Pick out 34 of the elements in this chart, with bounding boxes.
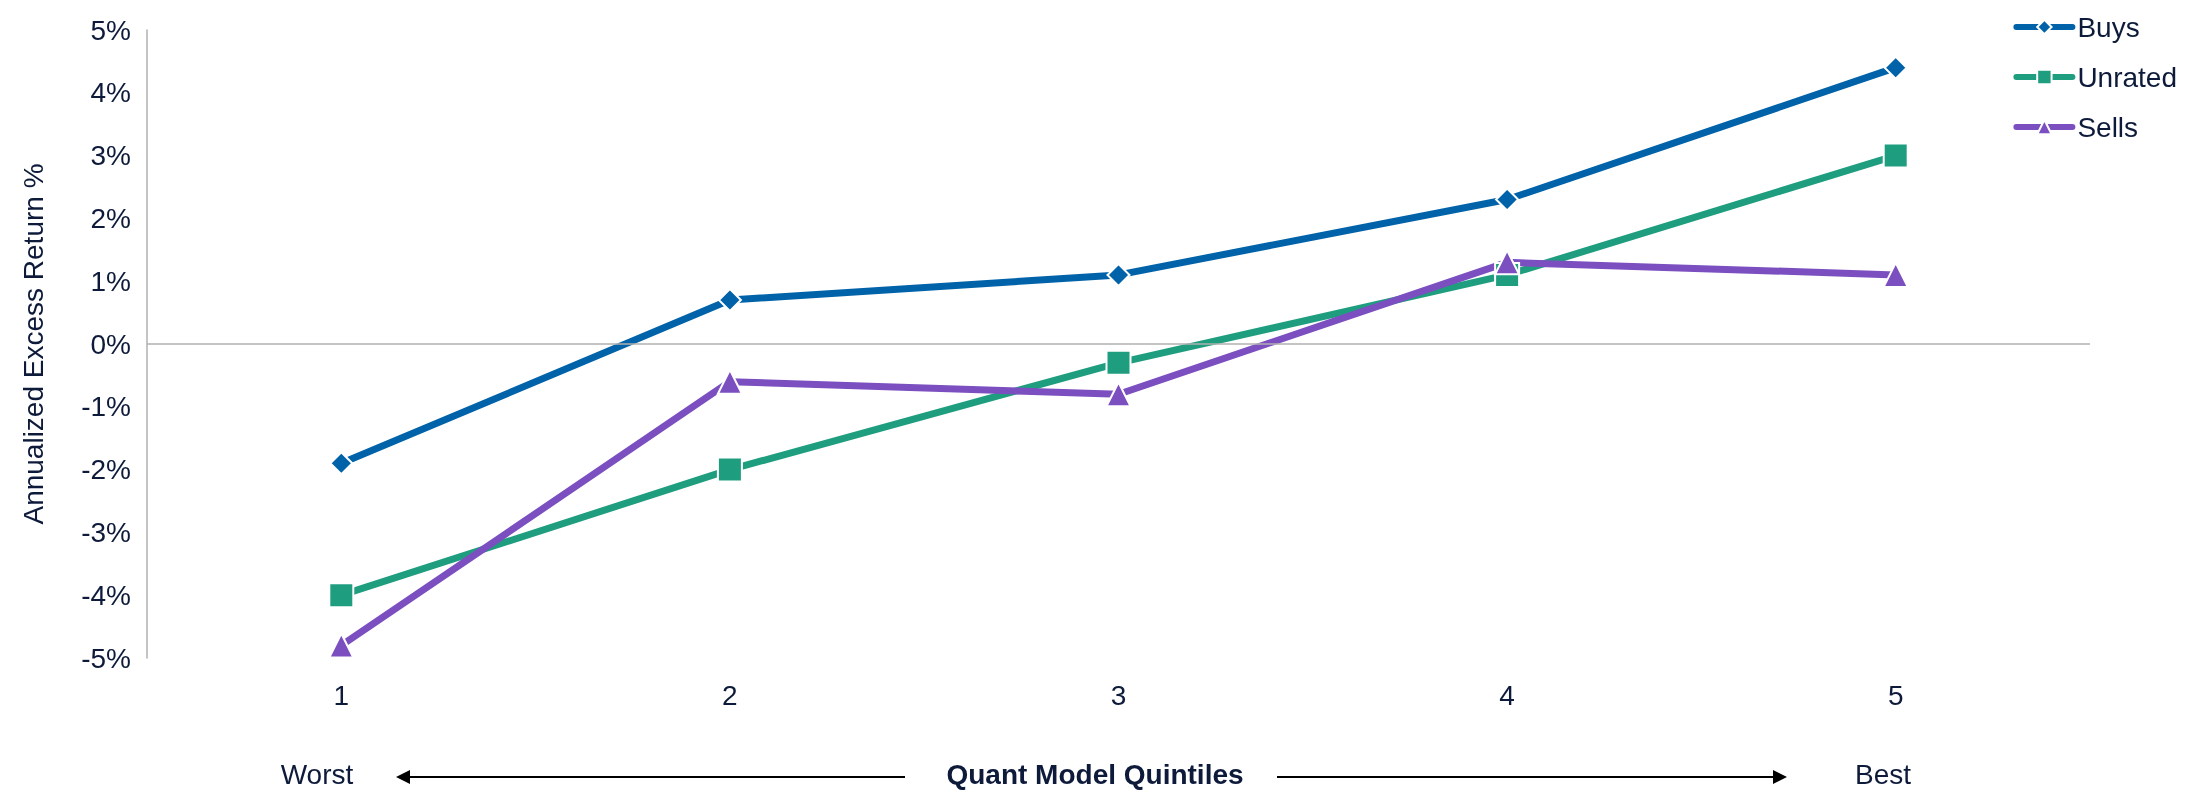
y-tick-label: -5% xyxy=(81,642,131,674)
point xyxy=(1495,187,1520,212)
y-tick-label: 0% xyxy=(90,328,131,360)
point xyxy=(1106,262,1131,287)
x-tick-label: 4 xyxy=(1499,680,1515,712)
point xyxy=(329,451,354,476)
point xyxy=(1494,249,1521,276)
y-tick-label: 5% xyxy=(90,14,131,46)
point xyxy=(1883,55,1908,80)
y-tick-label: 1% xyxy=(90,265,131,297)
y-tick-label: 2% xyxy=(90,202,131,234)
y-tick-label: -3% xyxy=(81,516,131,548)
point xyxy=(328,582,355,609)
y-tick-label: 3% xyxy=(90,140,131,172)
point xyxy=(1105,349,1132,376)
legend-label: Sells xyxy=(2077,111,2139,143)
point xyxy=(1105,381,1132,408)
point xyxy=(716,456,743,483)
legend-label: Unrated xyxy=(2077,61,2178,93)
y-tick-label: -4% xyxy=(81,579,131,611)
x-tick-label: 1 xyxy=(333,680,350,712)
x-axis-title: Quant Model Quintiles xyxy=(946,759,1244,791)
x-tick-label: 2 xyxy=(722,680,738,712)
y-tick-label: -1% xyxy=(81,391,131,423)
text: Best xyxy=(1854,759,1912,791)
legend-label: Buys xyxy=(2077,11,2140,43)
y-tick-label: -2% xyxy=(81,454,131,486)
point xyxy=(1882,142,1909,169)
x-tick-label: 5 xyxy=(1887,680,1904,712)
x-tick-label: 3 xyxy=(1110,680,1127,712)
text: Worst xyxy=(280,759,354,791)
y-tick-label: 4% xyxy=(90,77,131,109)
point xyxy=(717,288,742,313)
y-axis-title: Annualized Excess Return % xyxy=(17,163,49,525)
